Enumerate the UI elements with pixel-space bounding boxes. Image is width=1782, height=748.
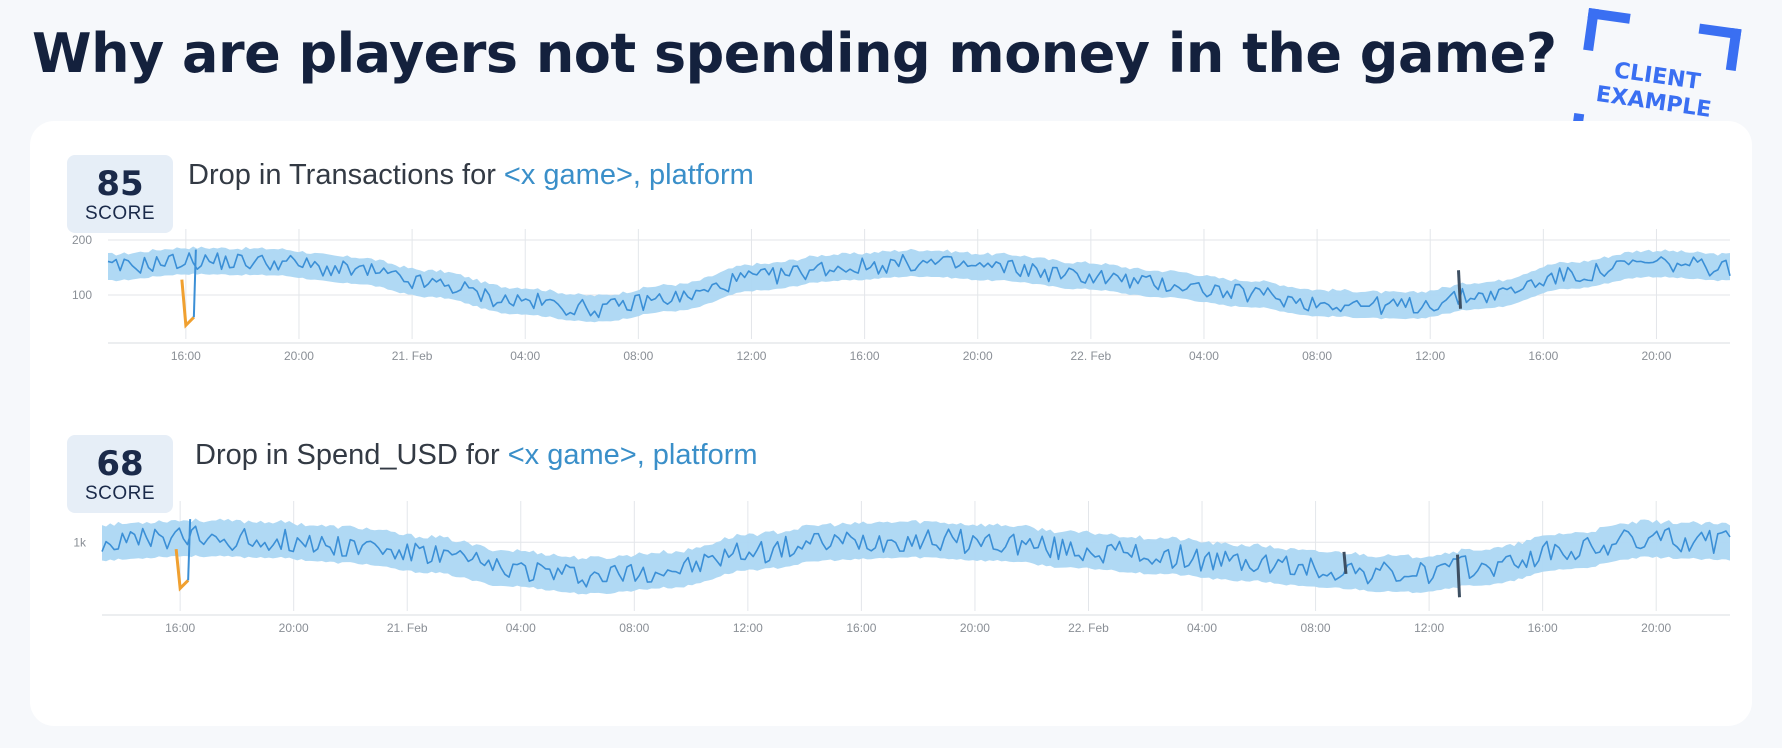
- y-tick-label: 200: [72, 233, 92, 247]
- expected-range-band: [108, 246, 1730, 323]
- x-tick-label: 04:00: [510, 349, 540, 363]
- x-tick-label: 20:00: [1641, 349, 1671, 363]
- x-tick-label: 16:00: [846, 621, 876, 635]
- chart-title-prefix: Drop in Spend_USD for: [195, 439, 508, 471]
- anomaly-dip-marker: [1342, 551, 1348, 575]
- page-title: Why are players not spending money in th…: [32, 22, 1557, 85]
- chart-title-link[interactable]: <x game>, platform: [503, 159, 754, 191]
- x-tick-label: 21. Feb: [392, 349, 433, 363]
- score-value: 68: [96, 444, 144, 484]
- x-tick-label: 12:00: [1415, 349, 1445, 363]
- x-tick-label: 16:00: [1528, 621, 1558, 635]
- y-tick-label: 1k: [73, 535, 87, 549]
- anomaly-dip-marker: [1455, 554, 1461, 598]
- anomaly-drop-marker: [174, 548, 190, 592]
- chart-title-spend: Drop in Spend_USD for <x game>, platform: [195, 439, 758, 472]
- x-tick-label: 16:00: [171, 349, 201, 363]
- anomaly-dip-marker: [1457, 270, 1463, 309]
- spend-usd-chart: 16:00 20:00 21. Feb 04:00 08:00 12:00 16:00 20:…: [73, 501, 1731, 635]
- x-tick-label: 20:00: [960, 621, 990, 635]
- x-tick-label: 16:00: [1528, 349, 1558, 363]
- x-tick-label: 20:00: [279, 621, 309, 635]
- chart-title-transactions: Drop in Transactions for <x game>, platf…: [188, 159, 754, 192]
- score-label: SCORE: [84, 483, 156, 504]
- x-tick-label: 20:00: [1641, 621, 1671, 635]
- x-tick-label: 21. Feb: [387, 621, 428, 635]
- x-tick-label: 22. Feb: [1070, 349, 1111, 363]
- transactions-chart: 16:00 20:00 21. Feb 04:00 08:00 12:00 16:00 20:…: [72, 229, 1731, 363]
- x-tick-label: 04:00: [506, 621, 536, 635]
- x-tick-label: 20:00: [284, 349, 314, 363]
- x-tick-label: 12:00: [1414, 621, 1444, 635]
- x-tick-label: 08:00: [619, 621, 649, 635]
- y-tick-label: 100: [72, 288, 92, 302]
- score-badge-transactions: 85 SCORE: [67, 155, 173, 233]
- x-tick-label: 04:00: [1187, 621, 1217, 635]
- x-tick-label: 08:00: [1301, 621, 1331, 635]
- anomaly-recovery-line: [187, 519, 192, 581]
- charts-card: 85 SCORE Drop in Transactions for <x gam…: [30, 121, 1752, 726]
- score-badge-spend: 68 SCORE: [67, 435, 173, 513]
- x-tick-label: 12:00: [736, 349, 766, 363]
- x-tick-label: 04:00: [1189, 349, 1219, 363]
- x-tick-label: 20:00: [963, 349, 993, 363]
- chart-title-link[interactable]: <x game>, platform: [507, 439, 758, 471]
- anomaly-drop-marker: [180, 279, 195, 329]
- x-tick-label: 22. Feb: [1068, 621, 1109, 635]
- x-tick-label: 08:00: [1302, 349, 1332, 363]
- x-tick-label: 16:00: [165, 621, 195, 635]
- anomaly-recovery-line: [192, 249, 197, 318]
- x-tick-label: 08:00: [623, 349, 653, 363]
- score-value: 85: [96, 164, 144, 204]
- chart-title-prefix: Drop in Transactions for: [188, 159, 504, 191]
- x-tick-label: 16:00: [850, 349, 880, 363]
- x-tick-label: 12:00: [733, 621, 763, 635]
- score-label: SCORE: [84, 203, 156, 224]
